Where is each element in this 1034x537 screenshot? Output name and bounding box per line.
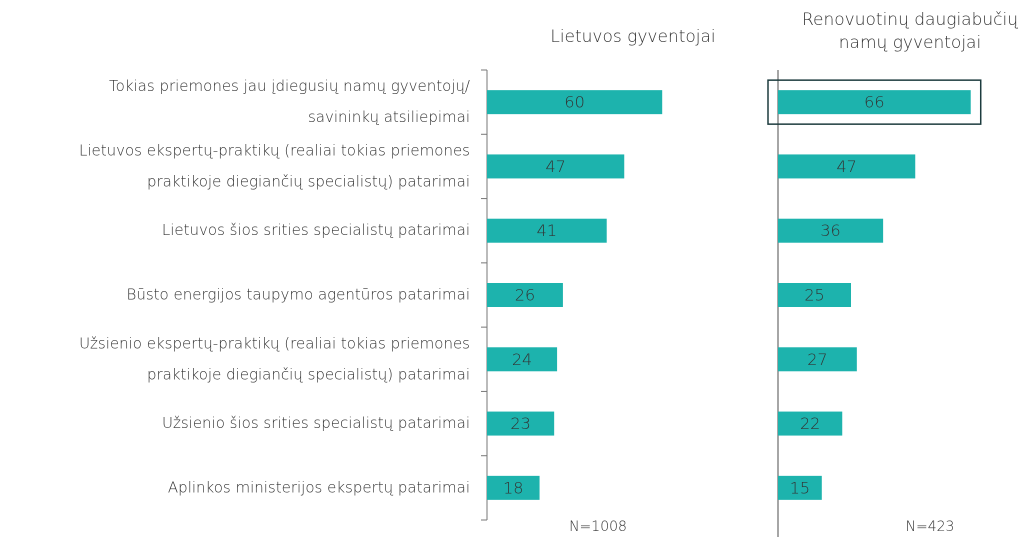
value-label: 66: [864, 93, 884, 112]
bar: [778, 90, 971, 115]
value-label: 36: [820, 221, 840, 240]
sample-size: N=423: [906, 519, 955, 535]
highlight-box: [767, 79, 982, 125]
category-label: Aplinkos ministerijos ekspertų patarimai: [168, 478, 470, 496]
value-label: 23: [510, 414, 530, 433]
bar: [487, 283, 563, 307]
bar: [778, 347, 857, 372]
bar: [778, 411, 843, 436]
sample-size: N=1008: [569, 519, 627, 535]
bar: [487, 475, 540, 500]
category-label: Užsienio ekspertų-praktikų (realiai toki…: [79, 334, 470, 352]
bar: [778, 154, 916, 179]
bar: [487, 218, 607, 243]
bar: [778, 218, 884, 243]
panel-title: namų gyventojai: [839, 33, 981, 53]
bar: [487, 90, 663, 115]
value-label: 26: [515, 286, 535, 305]
panel-title: Lietuvos gyventojai: [550, 27, 715, 47]
category-label: Lietuvos ekspertų-praktikų (realiai toki…: [79, 141, 470, 159]
value-label: 27: [807, 350, 827, 369]
value-label: 18: [503, 478, 523, 497]
category-label: Užsienio šios srities specialistų patari…: [162, 414, 470, 432]
value-label: 15: [790, 478, 810, 497]
value-label: 60: [564, 93, 584, 112]
category-label: Lietuvos šios srities specialistų patari…: [162, 221, 470, 239]
category-label: Tokias priemones jau įdiegusių namų gyve…: [109, 77, 470, 95]
bar: [487, 411, 555, 436]
value-label: 25: [804, 286, 824, 305]
bar: [778, 475, 822, 500]
value-label: 41: [537, 221, 557, 240]
category-label: praktikoje diegiančių specialistų) patar…: [147, 365, 470, 383]
category-label: savininkų atsiliepimai: [308, 108, 470, 126]
value-label: 47: [836, 157, 856, 176]
value-label: 47: [545, 157, 565, 176]
bar: [487, 154, 625, 179]
panel-title: Renovuotinų daugiabučių: [802, 10, 1018, 30]
bar: [778, 283, 851, 307]
value-label: 24: [512, 350, 532, 369]
value-label: 22: [800, 414, 820, 433]
category-label: praktikoje diegiančių specialistų) patar…: [147, 172, 470, 190]
bar: [487, 347, 558, 372]
category-label: Būsto energijos taupymo agentūros patari…: [127, 286, 470, 304]
